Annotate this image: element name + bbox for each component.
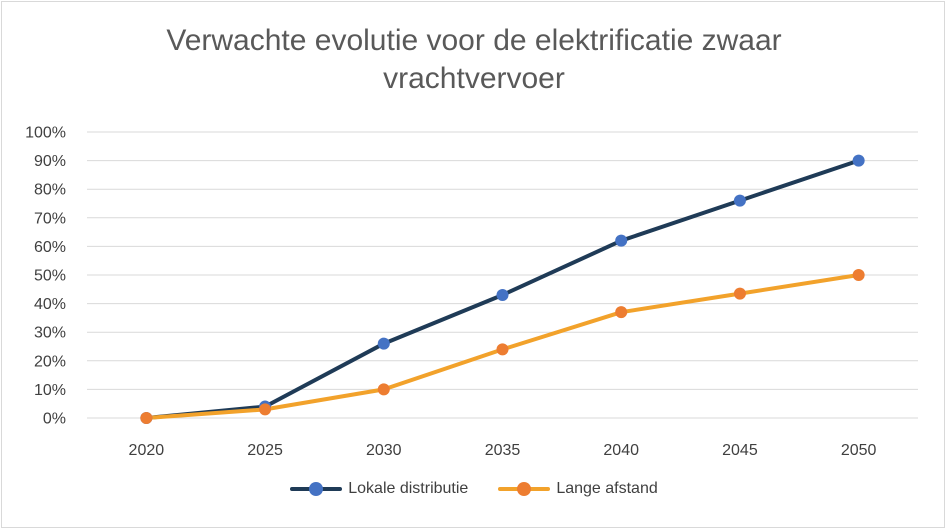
legend-item-lokale-distributie: Lokale distributie: [290, 480, 468, 498]
x-tick-label: 2025: [247, 442, 283, 459]
chart-title-line-1: Verwachte evolutie voor de elektrificati…: [166, 24, 782, 57]
y-tick-label: 60%: [34, 239, 66, 256]
y-axis: 0% 10% 20% 30% 40% 50% 60% 70% 80% 90% 100%: [25, 125, 66, 428]
chart-title: Verwachte evolutie voor de elektrificati…: [0, 22, 948, 98]
chart-title-line-2: vrachtvervoer: [383, 62, 565, 95]
y-tick-label: 20%: [34, 353, 66, 370]
series-1-point-0: [140, 412, 153, 424]
series-1-point-6: [852, 269, 865, 281]
series-1-point-3: [496, 343, 509, 356]
y-tick-label: 40%: [34, 296, 66, 313]
x-tick-label: 2040: [603, 442, 639, 459]
series-0-point-3: [496, 289, 509, 302]
x-axis: 2020 2025 2030 2035 2040 2045 2050: [129, 442, 877, 459]
series-0-point-2: [377, 337, 390, 350]
series-0-point-6: [852, 154, 865, 167]
y-tick-label: 30%: [34, 325, 66, 342]
y-tick-label: 10%: [34, 382, 66, 399]
y-tick-label: 50%: [34, 268, 66, 285]
series-0-point-5: [733, 194, 746, 207]
legend-swatch-lange-afstand: [498, 482, 551, 496]
legend-item-lange-afstand: Lange afstand: [498, 480, 658, 498]
y-tick-label: 80%: [34, 182, 66, 199]
legend-label-lokale-distributie: Lokale distributie: [348, 480, 469, 497]
legend-swatch-lokale-distributie: [290, 482, 343, 496]
y-tick-label: 90%: [34, 153, 66, 170]
y-tick-label: 100%: [25, 125, 66, 142]
x-tick-label: 2020: [129, 442, 165, 459]
x-tick-label: 2045: [722, 442, 758, 459]
gridlines: [87, 131, 918, 419]
legend-label-lange-afstand: Lange afstand: [556, 480, 658, 497]
series-1-point-5: [733, 287, 746, 300]
series-layer: [140, 154, 865, 424]
x-tick-label: 2030: [366, 442, 402, 459]
series-1-point-1: [259, 403, 272, 416]
series-0-point-4: [615, 234, 628, 247]
y-tick-label: 0%: [43, 411, 66, 428]
series-1-point-4: [615, 306, 628, 319]
x-tick-label: 2050: [841, 442, 877, 459]
x-tick-label: 2035: [485, 442, 521, 459]
y-tick-label: 70%: [34, 210, 66, 227]
series-1-point-2: [377, 383, 390, 396]
legend: Lokale distributie Lange afstand: [0, 480, 948, 498]
